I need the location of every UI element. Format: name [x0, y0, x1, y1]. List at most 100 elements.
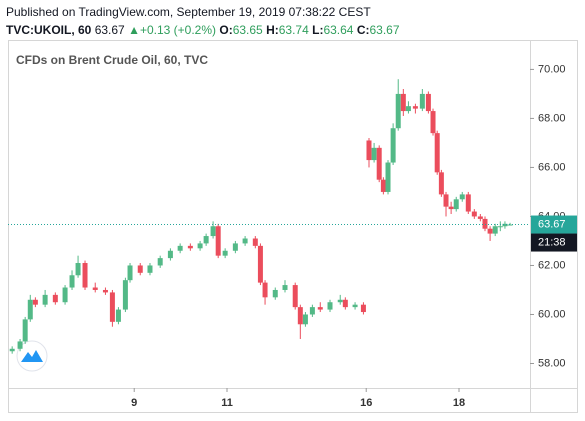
candle: [425, 91, 431, 114]
candle: [371, 142, 377, 163]
candle: [232, 240, 238, 254]
candle: [102, 287, 108, 295]
candle-body: [317, 307, 323, 310]
candle-body: [337, 299, 343, 303]
candle: [327, 299, 333, 313]
y-tick-label: 68.00: [538, 112, 566, 124]
ohlc-label: L:: [312, 23, 324, 37]
countdown-box: [531, 233, 577, 252]
candle: [27, 294, 33, 322]
candle-body: [342, 299, 348, 308]
candle-body: [257, 245, 263, 283]
ohlc-value: 63.67: [369, 23, 400, 37]
candle: [115, 307, 121, 325]
candle-body: [371, 147, 377, 161]
countdown-label: 21:38: [538, 236, 566, 248]
candle-body: [203, 236, 209, 244]
candle: [465, 191, 471, 214]
last: 63.67: [94, 23, 125, 37]
candle: [9, 346, 15, 354]
logo: [16, 340, 48, 372]
candle-body: [425, 93, 431, 112]
candle: [22, 316, 28, 344]
ohlc-label: H:: [266, 23, 279, 37]
candle: [122, 277, 128, 313]
candle: [52, 292, 58, 305]
candle: [252, 236, 258, 249]
x-tick-label: 9: [131, 397, 137, 409]
candle-body: [390, 128, 396, 163]
candle-body: [405, 106, 411, 112]
candle-body: [262, 282, 268, 298]
candle: [477, 214, 483, 222]
candle: [376, 145, 382, 183]
quote-line: TVC:UKOIL, 60 63.67 ▲+0.13 (+0.2%) O:63.…: [6, 21, 400, 39]
candle-body: [137, 265, 143, 273]
candle: [157, 255, 163, 268]
candle: [92, 282, 98, 293]
candle-body: [453, 199, 459, 210]
candle: [309, 304, 315, 317]
candle: [360, 302, 366, 315]
x-tick-label: 18: [453, 397, 465, 409]
candle: [492, 223, 498, 237]
candle: [272, 287, 278, 300]
candle: [453, 196, 459, 212]
candle-body: [102, 289, 108, 293]
candle: [438, 169, 444, 197]
candle-body: [400, 93, 406, 112]
candle: [497, 221, 503, 232]
candle: [471, 209, 477, 219]
candle: [390, 123, 396, 165]
candle-body: [443, 194, 449, 207]
candle: [42, 289, 48, 308]
candle: [297, 304, 303, 339]
candle-body: [187, 245, 193, 249]
candle-body: [167, 250, 173, 259]
change: +0.13 (+0.2%): [139, 23, 217, 37]
y-tick-label: 66.00: [538, 161, 566, 173]
candle: [257, 243, 263, 286]
ohlc-value: 63.65: [232, 23, 263, 37]
candle: [342, 297, 348, 310]
candle-body: [360, 304, 366, 313]
candle: [400, 89, 406, 116]
candle: [82, 260, 88, 290]
last-price-label: 63.67: [538, 218, 566, 230]
candle: [147, 263, 153, 276]
candle: [502, 221, 508, 229]
candle: [487, 226, 493, 241]
candle-body: [252, 238, 258, 246]
y-tick-label: 62.00: [538, 259, 566, 271]
candle-body: [52, 294, 58, 303]
candle-body: [471, 211, 477, 217]
candle: [167, 248, 173, 261]
candle-body: [82, 263, 88, 288]
ohlc-label: C:: [356, 23, 370, 37]
candle: [215, 223, 221, 259]
candle: [507, 222, 513, 226]
candle-body: [197, 243, 203, 249]
candle: [197, 240, 203, 251]
candle: [177, 243, 183, 254]
candle-body: [292, 285, 298, 308]
candle-body: [309, 307, 315, 315]
y-tick-label: 58.00: [538, 357, 566, 369]
candle: [242, 236, 248, 246]
candle-body: [430, 111, 436, 134]
candle-body: [438, 172, 444, 195]
candle: [448, 201, 454, 214]
candle: [419, 89, 425, 112]
candle: [352, 302, 358, 310]
candle: [385, 160, 391, 195]
symbol: TVC:UKOIL, 60: [6, 23, 92, 37]
candle: [317, 302, 323, 313]
candle-body: [282, 285, 288, 290]
candle: [69, 270, 75, 290]
ohlc-value: 63.64: [323, 23, 354, 37]
y-tick-label: 70.00: [538, 63, 566, 75]
candle: [137, 263, 143, 276]
candle-body: [22, 319, 28, 342]
